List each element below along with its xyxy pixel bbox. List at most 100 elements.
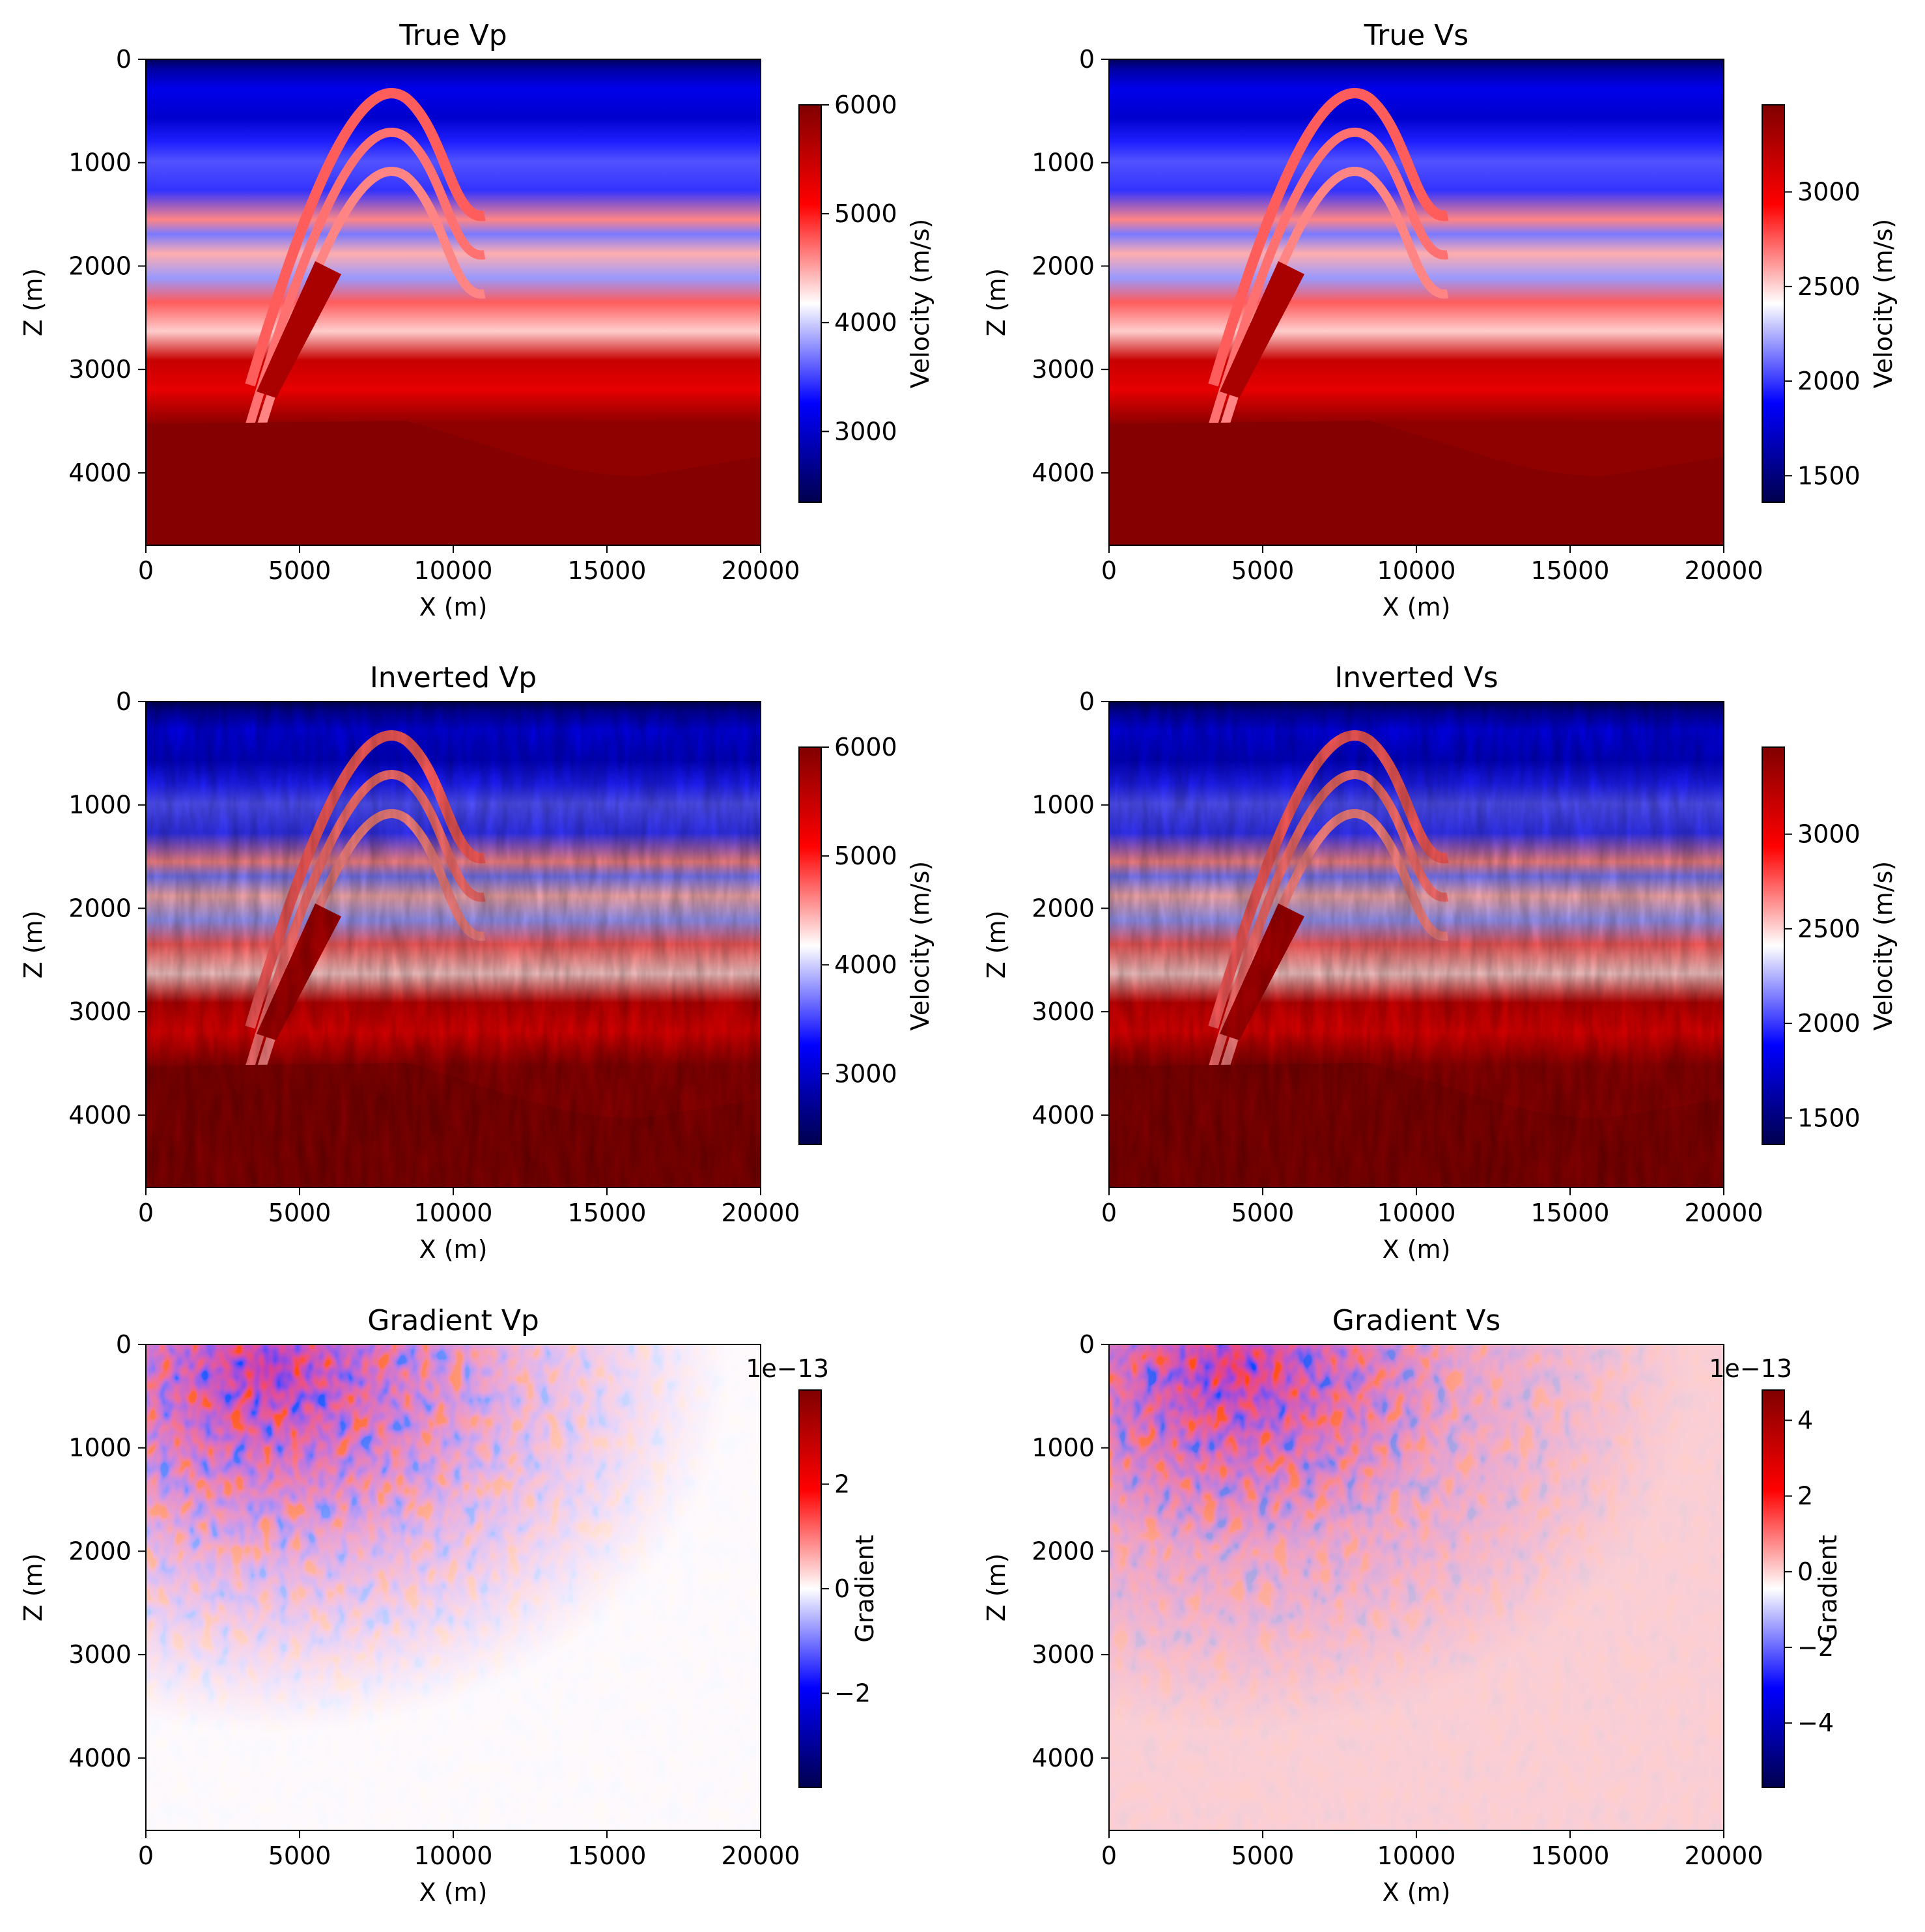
heatmap <box>1109 59 1724 545</box>
panel-inverted-vs: Inverted Vs 0 5000 10000 15000 20000 X (m) 0 100… <box>982 661 1898 1264</box>
x-tick-label: 0 <box>138 556 154 585</box>
inversion-noise <box>146 702 761 1187</box>
y-tick-label: 2000 <box>1032 894 1095 922</box>
x-tick-label: 10000 <box>414 556 493 585</box>
colorbar-bar <box>1762 104 1785 503</box>
colorbar-tick-label: 4000 <box>834 950 897 979</box>
panel-title: Gradient Vs <box>1332 1304 1501 1337</box>
colorbar-tick-label: 6000 <box>834 91 897 119</box>
basement <box>1109 421 1724 545</box>
heatmap <box>146 1344 761 1830</box>
y-tick-label: 3000 <box>1032 997 1095 1026</box>
y-tick-label: 3000 <box>1032 355 1095 384</box>
fold-layer <box>245 88 486 387</box>
y-tick-label: 1000 <box>1032 791 1095 819</box>
x-tick-label: 10000 <box>1377 1841 1456 1870</box>
x-tick-label: 20000 <box>1685 556 1763 585</box>
x-tick-label: 10000 <box>1377 1199 1456 1227</box>
colorbar: 1500 2000 2500 3000 Velocity (m/s) <box>1762 104 1898 503</box>
colorbar-label: Velocity (m/s) <box>1869 861 1898 1030</box>
colorbar-tick-label: 2000 <box>1797 367 1861 395</box>
fold-layer <box>1208 88 1449 387</box>
x-tick-label: 10000 <box>1377 556 1456 585</box>
colorbar-tick-label: 2 <box>1797 1482 1813 1511</box>
heatmap <box>1109 702 1724 1187</box>
colorbar-bar <box>1762 746 1785 1145</box>
x-tick-label: 0 <box>138 1841 154 1870</box>
x-axis-label: X (m) <box>419 1878 488 1907</box>
colorbar-tick-label: 5000 <box>834 842 897 870</box>
panel-title: Gradient Vp <box>367 1304 539 1337</box>
colorbar-bar <box>798 746 822 1145</box>
y-tick-label: 2000 <box>1032 1537 1095 1565</box>
x-axis-label: X (m) <box>1383 1235 1451 1264</box>
x-tick-label: 15000 <box>1531 1841 1610 1870</box>
gradient-fade <box>146 1344 761 1830</box>
x-tick-label: 5000 <box>268 1841 331 1870</box>
y-tick-label: 0 <box>1079 1330 1095 1359</box>
panel-true-vp: True Vp 0 5000 10000 15000 20000 X (m) 0 1000 200… <box>19 19 934 621</box>
x-tick-label: 0 <box>1101 1841 1117 1870</box>
y-tick-label: 4000 <box>68 459 132 487</box>
panel-title: True Vp <box>399 19 507 52</box>
colorbar-bar <box>798 104 822 503</box>
y-tick-label: 2000 <box>1032 251 1095 280</box>
colorbar-tick-label: 3000 <box>834 417 897 446</box>
x-tick-label: 10000 <box>414 1841 493 1870</box>
colorbar: 3000 4000 5000 6000 Velocity (m/s) <box>798 91 934 503</box>
colorbar-tick-label: 5000 <box>834 199 897 228</box>
x-tick-label: 20000 <box>1685 1199 1763 1227</box>
x-tick-label: 20000 <box>722 1199 800 1227</box>
x-tick-label: 15000 <box>568 1199 647 1227</box>
x-tick-label: 5000 <box>1231 1199 1295 1227</box>
heatmap <box>146 702 761 1187</box>
y-tick-label: 4000 <box>1032 1101 1095 1129</box>
colorbar-bar <box>1762 1389 1785 1788</box>
y-axis-label: Z (m) <box>982 268 1011 337</box>
fold-layer <box>246 128 486 426</box>
y-tick-label: 4000 <box>1032 459 1095 487</box>
x-axis-label: X (m) <box>419 593 488 621</box>
colorbar: −2 0 2 1e−13 Gradient <box>746 1354 879 1788</box>
panel-true-vs: True Vs 0 5000 10000 15000 20000 X (m) 0 1000 200… <box>982 19 1898 621</box>
colorbar-tick-label: 2500 <box>1797 915 1861 943</box>
y-tick-label: 3000 <box>68 1640 132 1669</box>
y-tick-label: 4000 <box>68 1744 132 1772</box>
y-tick-label: 1000 <box>68 791 132 819</box>
panel-title: Inverted Vp <box>370 661 537 694</box>
y-tick-label: 2000 <box>68 894 132 922</box>
colorbar-bar <box>798 1389 822 1788</box>
colorbar-label: Velocity (m/s) <box>1869 219 1898 388</box>
x-tick-label: 20000 <box>1685 1841 1763 1870</box>
y-tick-label: 1000 <box>68 1434 132 1462</box>
colorbar-tick-label: 2 <box>834 1470 850 1498</box>
x-tick-label: 0 <box>1101 556 1117 585</box>
y-axis-label: Z (m) <box>19 268 48 337</box>
x-tick-label: 20000 <box>722 1841 800 1870</box>
x-axis-label: X (m) <box>419 1235 488 1264</box>
x-tick-label: 15000 <box>1531 1199 1610 1227</box>
colorbar-tick-label: −2 <box>1797 1633 1834 1662</box>
panel-title: Inverted Vs <box>1334 661 1498 694</box>
colorbar-tick-label: −2 <box>834 1679 871 1708</box>
x-tick-label: 10000 <box>414 1199 493 1227</box>
colorbar-label: Gradient <box>1814 1535 1842 1642</box>
colorbar-tick-label: 0 <box>1797 1557 1813 1586</box>
y-tick-label: 3000 <box>68 355 132 384</box>
x-tick-label: 5000 <box>1231 556 1295 585</box>
y-tick-label: 2000 <box>68 1537 132 1565</box>
colorbar-tick-label: 2000 <box>1797 1009 1861 1038</box>
wedge <box>1220 261 1304 398</box>
x-axis-label: X (m) <box>1383 593 1451 621</box>
y-tick-label: 4000 <box>1032 1744 1095 1772</box>
y-tick-label: 1000 <box>1032 1434 1095 1462</box>
inversion-noise <box>1109 702 1724 1187</box>
x-tick-label: 15000 <box>568 556 647 585</box>
colorbar-tick-label: 6000 <box>834 733 897 761</box>
colorbar-tick-label: 3000 <box>1797 178 1861 206</box>
y-tick-label: 4000 <box>68 1101 132 1129</box>
colorbar-tick-label: 4 <box>1797 1406 1813 1434</box>
colorbar-tick-label: 2500 <box>1797 272 1861 301</box>
x-tick-label: 20000 <box>722 556 800 585</box>
y-axis-label: Z (m) <box>19 911 48 979</box>
